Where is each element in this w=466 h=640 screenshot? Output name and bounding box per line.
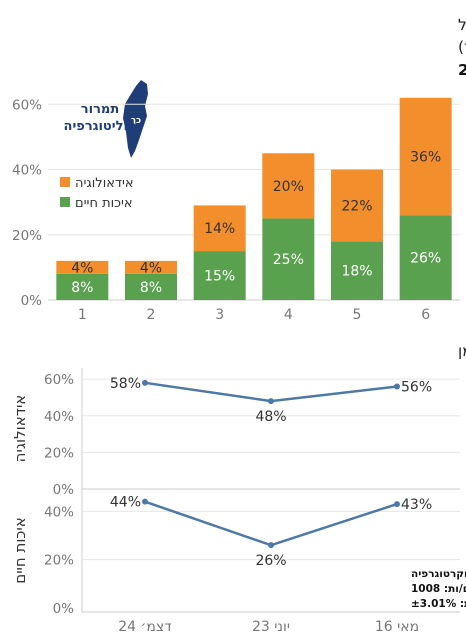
line-y-tick-label: 0% [53,601,75,617]
bar-chart-grid [48,103,460,301]
survey-respondents: משיבים/ות: 1008 [411,583,466,595]
bar-y-tick-label: 40% [12,163,42,179]
bar-segment [125,273,177,300]
survey-margin-of-error: טעות דגימה מקסימלית: ±3.01% [411,598,466,610]
line-x-tick-label: מאי 16 [375,619,419,635]
bar-data-label: 15% [204,269,235,285]
line-point [394,383,400,390]
line-chart-frame [81,368,460,613]
chart-subtitle: תוצאות הסקר הנוכחי - דצמבר 2024 [458,61,466,79]
line-point [142,379,148,386]
legend-swatch [60,197,70,207]
bar-x-tick-label: 4 [284,307,293,323]
bar-chart-y-axis: 0% 20% 40% 60% [12,97,42,309]
chart-title-line2: המדינה (1 - בכלל לא; 6 - במידה רבה מאוד) [458,38,466,56]
bar-data-label: 26% [410,251,441,267]
line-data-label: 48% [255,409,286,425]
bar-segment [193,251,246,300]
bar-data-label: 14% [204,221,235,237]
line-panel-label: אידאולוגיה [11,395,29,463]
legend-swatch [60,177,70,187]
bar-data-label: 18% [341,264,372,280]
bar-x-tick-label: 3 [215,307,224,323]
bar-segment [399,97,452,216]
line-point [268,398,274,405]
bar-chart-x-axis: 1 2 3 4 5 6 [78,307,430,323]
line-chart-x-axis: דצמ׳ 24 יוני 23 מאי 16 [118,619,419,635]
legend-label: אידאולוגיה [75,176,134,191]
survey-notes: חברת הסקרים: גיאוקרטוגרפיה משיבים/ות: 10… [411,568,466,610]
logo-line2: פוליטוגרפיה [64,119,137,134]
bar-data-label: 20% [273,179,304,195]
bar-y-tick-label: 20% [12,228,42,244]
line-data-label: 26% [255,553,286,569]
bar-x-tick-label: 2 [147,307,156,323]
line-panel: 0% 20% 40% 60% אידאולוגיה 58% 48% 56% [11,372,460,498]
bar-segment [56,273,109,300]
line-series [144,500,398,547]
bar-segment [262,153,315,219]
bar-data-label: 25% [273,252,304,268]
bar-segment [56,260,109,274]
bar-data-label: 8% [140,280,162,296]
line-point [268,542,274,549]
bar-segment [331,169,383,242]
line-data-label: 58% [110,376,141,392]
bar-data-label: 8% [71,280,93,296]
line-data-label: 43% [401,497,432,513]
line-point [142,498,148,505]
line-x-tick-label: דצמ׳ 24 [118,619,172,635]
bar-segment [399,215,452,300]
bar-x-tick-label: 5 [353,307,362,323]
survey-company: חברת הסקרים: גיאוקרטוגרפיה [411,568,466,580]
line-data-label: 56% [401,379,432,395]
line-y-tick-label: 60% [44,372,74,388]
line-y-tick-label: 40% [44,504,74,520]
bar-chart-bars: 8% 4% 8% 4% 15% 14% 25% 20% 18% 22% 26% 36% [56,97,452,300]
line-panel-label: איכות חיים [11,517,29,584]
bar-data-label: 4% [140,260,162,276]
logo-line1: תמרור [81,102,119,117]
logo-glyph: כך [131,116,141,126]
line-chart-title: אחוזי התמיכה לאורך זמן [458,342,466,360]
line-chart-panels: 0% 20% 40% 60% אידאולוגיה 58% 48% 56% 0% 20% 40% אי… [11,372,460,617]
line-y-tick-label: 40% [44,409,74,425]
line-y-tick-label: 20% [44,553,74,569]
bar-segment [331,241,383,300]
line-point [394,501,400,508]
israel-map-icon [123,80,148,158]
bar-segment [193,205,246,252]
bar-x-tick-label: 6 [421,307,430,323]
bar-y-tick-label: 60% [12,97,42,113]
bar-data-label: 36% [410,149,441,165]
bar-y-tick-label: 0% [21,293,43,309]
line-y-tick-label: 0% [53,482,75,498]
line-data-label: 44% [110,495,141,511]
bar-segment [125,260,177,274]
line-y-tick-label: 20% [44,445,74,461]
line-x-tick-label: יוני 23 [252,619,290,635]
bar-segment [262,218,315,300]
bar-x-tick-label: 1 [78,307,87,323]
bar-data-label: 22% [341,198,372,214]
bar-chart-legend: אידאולוגיה איכות חיים [60,176,134,211]
chart-title-line1: ארץ ישראל השלמה חשובה יותר מצביונה הדמוק… [458,16,466,34]
bar-data-label: 4% [71,260,93,276]
line-panel: 0% 20% 40% איכות חיים 44% 26% 43% [11,495,460,617]
legend-label: איכות חיים [75,196,133,211]
logo: כך תמרור פוליטוגרפיה [64,80,148,158]
